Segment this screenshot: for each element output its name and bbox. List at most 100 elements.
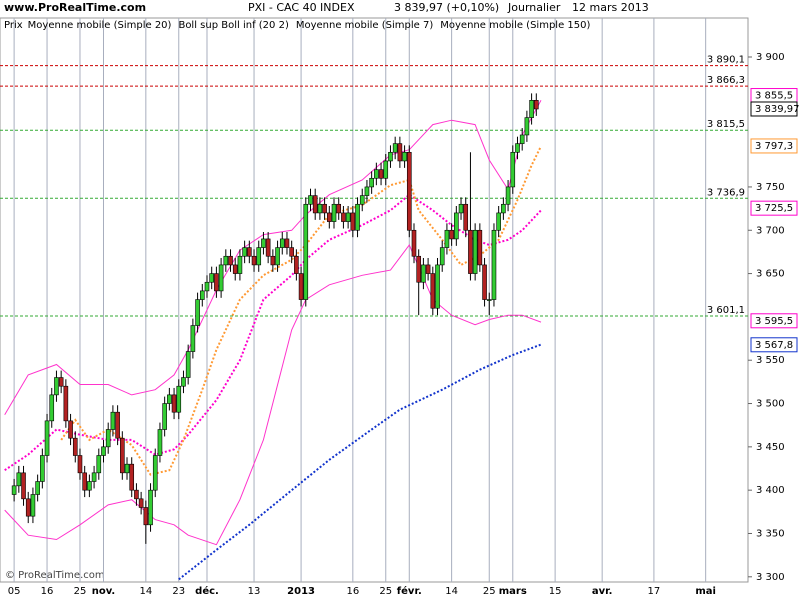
candle-body xyxy=(25,498,31,517)
legend-entry: Boll sup Boll inf (20 2) xyxy=(178,20,288,31)
candle-body xyxy=(251,255,257,266)
candle-body xyxy=(228,255,233,266)
candle-body xyxy=(223,255,229,266)
x-tick-label: 14 xyxy=(139,586,152,597)
candle-body xyxy=(501,203,506,214)
indicator-line xyxy=(4,100,542,416)
candle-body xyxy=(383,160,389,179)
candle-body xyxy=(199,290,205,300)
level-label: 3 736,9 xyxy=(707,187,745,198)
candle-body xyxy=(72,437,78,456)
x-tick-label: 16 xyxy=(41,586,54,597)
candle-body xyxy=(472,229,478,274)
y-tick-label: 3 650 xyxy=(756,269,785,280)
candle-body xyxy=(322,203,327,214)
candle-body xyxy=(444,229,450,248)
candle-body xyxy=(392,143,398,153)
x-tick-label: 14 xyxy=(445,586,458,597)
candle-body xyxy=(374,169,379,179)
site: www.ProRealTime.com xyxy=(4,1,146,14)
candle-body xyxy=(406,151,412,231)
candle-body xyxy=(317,203,323,214)
legend-entry: Moyenne mobile (Simple 7) xyxy=(296,20,434,31)
x-tick-label: 23 xyxy=(172,586,185,597)
candle-body xyxy=(171,394,177,413)
candle-body xyxy=(162,403,167,430)
y-tick-label: 3 350 xyxy=(756,528,785,539)
candle-body xyxy=(284,238,290,248)
candle-body xyxy=(265,238,271,257)
legend-entry: Moyenne mobile (Simple 20) xyxy=(28,20,172,31)
candle-body xyxy=(237,255,243,274)
candle-body xyxy=(421,264,426,283)
candle-body xyxy=(430,273,436,309)
candle-body xyxy=(468,229,473,274)
candle-body xyxy=(482,264,487,300)
candle-body xyxy=(534,100,539,110)
candle-body xyxy=(143,507,149,526)
level-box xyxy=(750,313,798,329)
y-tick-label: 3 500 xyxy=(756,399,785,410)
candle-body xyxy=(510,151,516,188)
candle-body xyxy=(152,455,158,491)
candle-body xyxy=(350,212,356,231)
candle-body xyxy=(378,169,384,179)
candle-body xyxy=(256,247,262,266)
candle-body xyxy=(115,411,120,439)
candle-body xyxy=(63,385,69,422)
level-box xyxy=(750,138,798,154)
candle-body xyxy=(148,489,153,526)
candle-body xyxy=(345,212,351,222)
candle-body xyxy=(524,117,530,136)
indicator-line xyxy=(178,343,542,581)
candle-body xyxy=(402,151,407,162)
x-tick-label: 16 xyxy=(346,586,359,597)
candle-body xyxy=(101,446,106,456)
x-tick-label: avr. xyxy=(592,586,613,597)
level-box xyxy=(750,200,798,216)
candle-body xyxy=(120,437,125,474)
candle-body xyxy=(176,385,182,413)
legend-entry: Prix xyxy=(4,20,23,31)
candle-body xyxy=(30,494,36,517)
candle-body xyxy=(21,472,26,500)
candle-body xyxy=(49,394,55,422)
candle-body xyxy=(298,273,304,300)
level-label: 3 725,5 xyxy=(755,203,793,214)
candle-body xyxy=(359,195,365,205)
y-tick-label: 3 450 xyxy=(756,442,785,453)
x-tick-label: mai xyxy=(695,586,716,597)
candle-body xyxy=(129,463,135,491)
quote: 3 839,97 (+0,10%) xyxy=(394,1,499,14)
candle-body xyxy=(167,394,172,404)
candle-body xyxy=(275,247,280,266)
x-tick-label: 25 xyxy=(379,586,392,597)
candle-body xyxy=(87,481,92,491)
candle-body xyxy=(463,203,469,231)
candle-body xyxy=(364,186,370,196)
candle-body xyxy=(204,281,210,292)
y-tick-label: 3 750 xyxy=(756,182,785,193)
candle-body xyxy=(270,255,276,266)
candle-body xyxy=(110,411,116,430)
level-label: 3 890,1 xyxy=(707,55,745,66)
candle-body xyxy=(449,229,454,240)
candle-body xyxy=(477,229,483,266)
y-tick-label: 3 550 xyxy=(756,355,785,366)
candle-body xyxy=(529,100,534,118)
candle-body xyxy=(355,203,360,231)
level-box xyxy=(750,101,798,117)
candle-body xyxy=(505,186,511,205)
candle-body xyxy=(35,481,40,495)
candle-body xyxy=(77,455,83,474)
copyright: © ProRealTime.com xyxy=(5,570,105,581)
candle-body xyxy=(11,485,17,495)
candle-body xyxy=(82,472,87,491)
instrument: PXI - CAC 40 INDEX xyxy=(248,1,355,14)
x-tick-label: déc. xyxy=(195,585,219,597)
candle-body xyxy=(190,325,196,352)
candle-body xyxy=(486,299,492,301)
indicator-line xyxy=(4,244,542,546)
candle-body xyxy=(425,264,431,274)
